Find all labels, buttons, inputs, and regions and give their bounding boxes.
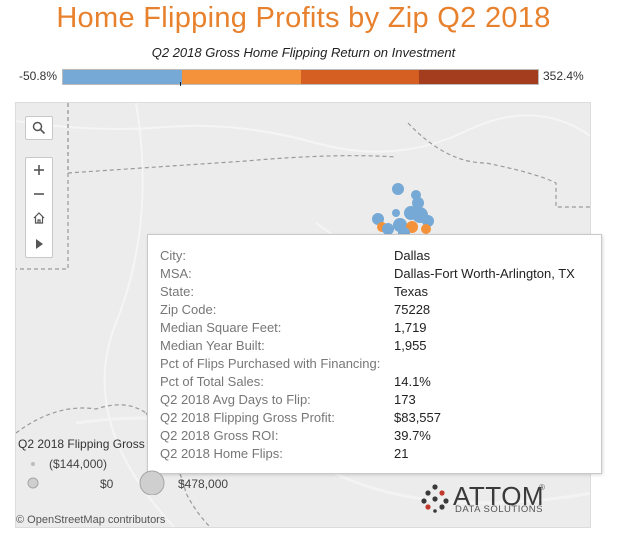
tooltip-value: 75228 [394,302,431,317]
color-legend-min: -50.8% [19,69,58,83]
home-icon [33,212,45,224]
tooltip-row: Median Year Built: 1,955 [160,338,590,356]
size-legend-title: Q2 2018 Flipping Gross [18,437,145,451]
tooltip-row: Median Square Feet: 1,719 [160,320,590,338]
attom-logo: ATTOM ® DATA SOLUTIONS [421,481,556,519]
color-legend-marker [180,82,181,86]
tooltip-label: Median Year Built: [160,338,265,353]
tooltip-label: State: [160,284,194,299]
tooltip-row: City: Dallas [160,248,590,266]
page-title: Home Flipping Profits by Zip Q2 2018 [56,2,551,34]
tooltip-row: Q2 2018 Avg Days to Flip: 173 [160,392,590,410]
tooltip-row: State: Texas [160,284,590,302]
search-button[interactable] [25,116,53,140]
plus-icon [34,165,44,175]
tooltip-label: Q2 2018 Gross ROI: [160,428,279,443]
minus-icon [34,193,44,195]
size-legend-item: $478,000 [178,477,229,491]
attom-logo-icon [421,484,449,513]
map-attribution[interactable]: © OpenStreetMap contributors [16,514,166,526]
search-icon [32,121,46,135]
tooltip-row: Q2 2018 Home Flips: 21 [160,446,590,464]
tooltip-row: Pct of Flips Purchased with Financing: [160,356,590,374]
registered-mark: ® [539,483,545,492]
zoom-out-button[interactable] [26,182,52,206]
color-legend-segment [181,70,301,84]
zoom-in-button[interactable] [26,158,52,182]
color-legend-segment [419,70,538,84]
tooltip-label: Pct of Total Sales: [160,374,264,389]
tooltip-label: Zip Code: [160,302,217,317]
tooltip-value: 21 [394,446,409,461]
tooltip-row: Pct of Total Sales: 14.1% [160,374,590,392]
tooltip-value: $83,557 [394,410,441,425]
tooltip-label: MSA: [160,266,192,281]
map-toolbar [25,157,53,258]
tooltip-value: 14.1% [394,374,431,389]
tooltip-value: 1,955 [394,338,427,353]
color-legend-segment [300,70,420,84]
tooltip-value: Dallas-Fort Worth-Arlington, TX [394,266,575,281]
tooltip-label: Median Square Feet: [160,320,282,335]
expand-button[interactable] [26,232,52,256]
size-legend-item: ($144,000) [49,457,108,471]
home-button[interactable] [26,206,52,230]
tooltip-value: 39.7% [394,428,431,443]
tooltip-label: Q2 2018 Avg Days to Flip: [160,392,311,407]
size-legend-marks [27,462,165,495]
tooltip-row: Q2 2018 Gross ROI: 39.7% [160,428,590,446]
tooltip-label: Q2 2018 Flipping Gross Profit: [160,410,335,425]
tooltip-value: Dallas [394,248,431,263]
color-legend-bar[interactable] [62,69,539,85]
tooltip-value: Texas [394,284,428,299]
color-legend-title: Q2 2018 Gross Home Flipping Return on In… [151,45,456,60]
data-points[interactable] [372,183,434,239]
tooltip-value: 173 [394,392,416,407]
play-icon [36,239,43,249]
color-legend-max: 352.4% [543,69,584,83]
tooltip-row: MSA: Dallas-Fort Worth-Arlington, TX [160,266,590,284]
tooltip-label: Pct of Flips Purchased with Financing: [160,356,381,371]
tooltip-label: City: [160,248,186,263]
tooltip-row: Zip Code: 75228 [160,302,590,320]
map-background [16,103,590,527]
tooltip-label: Q2 2018 Home Flips: [160,446,283,461]
attom-tagline: DATA SOLUTIONS [455,504,543,515]
tooltip-row: Q2 2018 Flipping Gross Profit: $83,557 [160,410,590,428]
color-legend-segment [63,70,182,84]
attom-wordmark: ATTOM [453,481,545,511]
size-legend-item: $0 [100,477,114,491]
tooltip-value: 1,719 [394,320,427,335]
tooltip: City: Dallas MSA: Dallas-Fort Worth-Arlingt… [147,234,602,474]
